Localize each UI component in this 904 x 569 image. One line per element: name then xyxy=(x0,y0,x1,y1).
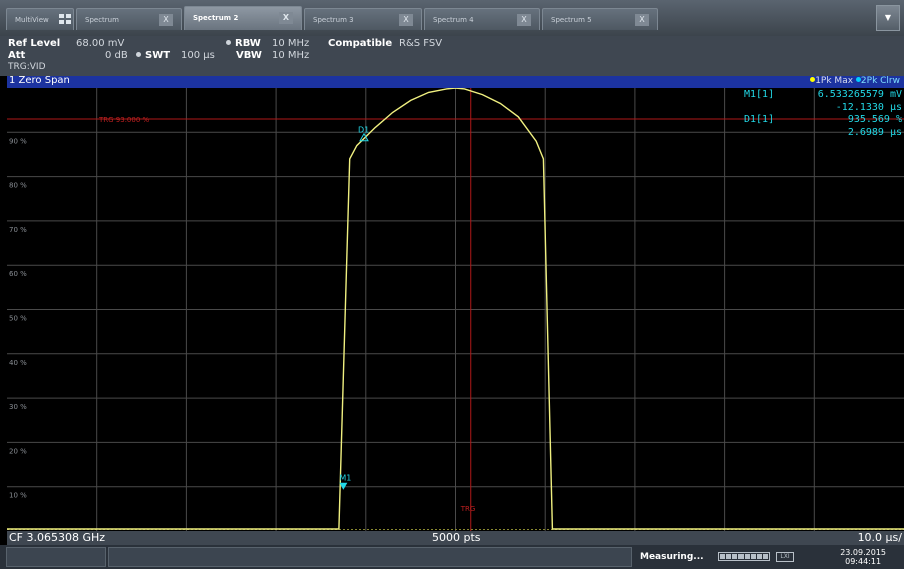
vbw-value: 10 MHz xyxy=(272,50,310,61)
marker-triangle xyxy=(339,482,348,490)
marker-sub-row: -12.1330 µs xyxy=(744,102,902,115)
status-date: 23.09.2015 xyxy=(840,548,886,557)
trigger-status: TRG:VID xyxy=(8,62,46,72)
trace-info: 1Pk Max 2Pk Clrw xyxy=(810,76,900,86)
tab-menu-button[interactable]: ▼ xyxy=(876,5,900,31)
chevron-down-icon: ▼ xyxy=(884,13,892,22)
tab-spectrum-3[interactable]: Spectrum 3 X xyxy=(304,8,422,30)
tab-spectrum[interactable]: Spectrum X xyxy=(76,8,182,30)
tab-spectrum-2[interactable]: Spectrum 2 X xyxy=(184,6,302,30)
status-field xyxy=(6,547,106,567)
marker-label: D1 xyxy=(358,126,369,135)
tab-label: MultiView xyxy=(15,16,49,24)
swt-label: SWT xyxy=(145,50,171,61)
y-tick-label: 10 % xyxy=(9,492,27,500)
compatible-value: R&S FSV xyxy=(399,38,443,49)
compatible-label: Compatible xyxy=(328,38,393,49)
tab-close-icon[interactable]: X xyxy=(635,14,649,26)
measuring-status: Measuring... xyxy=(640,552,704,562)
tab-spectrum-4[interactable]: Spectrum 4 X xyxy=(424,8,540,30)
status-bar: Measuring... LXI 23.09.2015 09:44:11 xyxy=(0,545,904,569)
date-time: 23.09.2015 09:44:11 xyxy=(840,548,886,566)
trace1-label: 1Pk Max xyxy=(815,76,854,86)
center-frequency: CF 3.065308 GHz xyxy=(9,531,106,544)
settings-panel[interactable]: Ref Level 68.00 mV Att 0 dB SWT 100 µs R… xyxy=(0,36,904,76)
sweep-points: 5000 pts xyxy=(432,531,481,544)
plot-footer: CF 3.065308 GHz 5000 pts 10.0 µs/ xyxy=(7,531,904,545)
zero-span-plot[interactable]: 90 % 80 % 70 % 60 % 50 % 40 % 30 % 20 % 10 % TRG … xyxy=(7,88,904,531)
marker-x-value: 2.6989 µs xyxy=(847,126,902,138)
att-value: 0 dB xyxy=(105,50,128,61)
y-tick-label: 30 % xyxy=(9,403,27,411)
rbw-label: RBW xyxy=(235,38,261,49)
multiview-grid-icon xyxy=(59,14,71,24)
y-tick-label: 70 % xyxy=(9,226,27,234)
progress-bar xyxy=(718,552,770,561)
tab-label: Spectrum 2 xyxy=(193,14,239,22)
trigger-level-label: TRG 93.000 % xyxy=(98,116,150,124)
trace2-dot-icon xyxy=(855,77,861,82)
rbw-group: RBW xyxy=(226,38,261,49)
tab-label: Spectrum 3 xyxy=(313,16,354,24)
y-tick-label: 90 % xyxy=(9,137,27,145)
marker-value: 935.569 % xyxy=(847,114,902,125)
marker-x-value: -12.1330 µs xyxy=(835,101,902,113)
marker-row[interactable]: M1[1] 6.533265579 mV xyxy=(744,89,902,102)
marker-value: 6.533265579 mV xyxy=(817,89,902,100)
marker-row[interactable]: D1[1] 935.569 % xyxy=(744,114,902,127)
tab-close-icon[interactable]: X xyxy=(517,14,531,26)
y-tick-label: 60 % xyxy=(9,270,27,278)
swt-group: SWT xyxy=(136,50,170,61)
trigger-time-label: TRG xyxy=(460,505,476,513)
vbw-label: VBW xyxy=(236,50,262,61)
tab-spectrum-5[interactable]: Spectrum 5 X xyxy=(542,8,658,30)
window-title-bar[interactable]: 1 Zero Span 1Pk Max 2Pk Clrw xyxy=(7,75,904,88)
tab-close-icon[interactable]: X xyxy=(159,14,173,26)
marker-sub-row: 2.6989 µs xyxy=(744,127,902,140)
trace-line xyxy=(7,88,904,530)
swt-value: 100 µs xyxy=(181,50,215,61)
rbw-value: 10 MHz xyxy=(272,38,310,49)
y-tick-label: 80 % xyxy=(9,182,27,190)
window-title: 1 Zero Span xyxy=(9,75,70,86)
y-tick-label: 50 % xyxy=(9,315,27,323)
tab-bar: MultiView Spectrum X Spectrum 2 X Spectr… xyxy=(0,0,904,36)
marker-label: M1 xyxy=(339,474,351,483)
status-time: 09:44:11 xyxy=(845,557,882,566)
tab-close-icon[interactable]: X xyxy=(399,14,413,26)
trace1-dot-icon xyxy=(810,77,816,82)
marker-triangle xyxy=(359,132,369,142)
y-tick-label: 40 % xyxy=(9,359,27,367)
y-tick-label: 20 % xyxy=(9,447,27,455)
trace2-label: 2Pk Clrw xyxy=(860,76,900,86)
marker-name: D1[1] xyxy=(744,114,775,125)
att-label: Att xyxy=(8,50,26,61)
marker-table[interactable]: M1[1] 6.533265579 mV -12.1330 µs D1[1] 9… xyxy=(744,89,902,139)
time-per-division: 10.0 µs/ xyxy=(857,531,902,544)
ref-level-label: Ref Level xyxy=(8,38,61,49)
ref-level-value: 68.00 mV xyxy=(76,38,125,49)
bullet-icon xyxy=(136,52,141,57)
tab-close-icon[interactable]: X xyxy=(279,12,293,24)
status-message-field xyxy=(108,547,632,567)
lxi-icon: LXI xyxy=(776,552,794,562)
tab-multiview[interactable]: MultiView xyxy=(6,8,74,30)
tab-label: Spectrum 4 xyxy=(433,16,474,24)
tab-label: Spectrum xyxy=(85,16,119,24)
bullet-icon xyxy=(226,40,231,45)
marker-name: M1[1] xyxy=(744,89,775,100)
tab-label: Spectrum 5 xyxy=(551,16,592,24)
